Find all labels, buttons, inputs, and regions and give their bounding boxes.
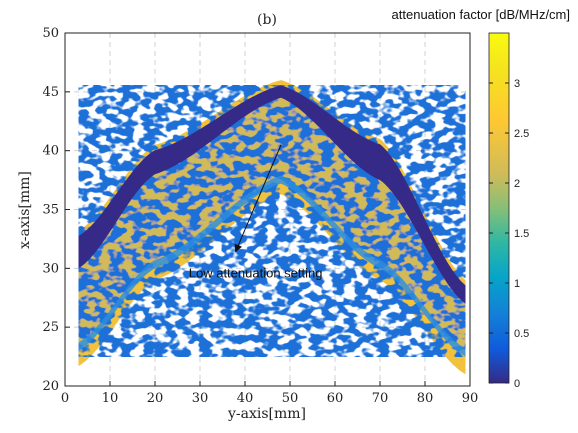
y-tick-label: 35 bbox=[42, 203, 59, 218]
colorbar-scale bbox=[488, 32, 510, 384]
colorbar-tick-label: 1.5 bbox=[514, 228, 529, 240]
colorbar-tick-label: 2 bbox=[514, 178, 520, 190]
x-tick-label: 80 bbox=[417, 391, 434, 406]
colorbar-tick-label: 3 bbox=[514, 78, 520, 90]
x-tick-label: 90 bbox=[462, 391, 479, 406]
y-tick-label: 30 bbox=[42, 261, 59, 276]
y-tick-label: 50 bbox=[42, 26, 59, 41]
annotation-text: Low attenuation setting bbox=[189, 266, 323, 281]
y-axis-title: x-axis[mm] bbox=[17, 171, 33, 249]
y-tick-label: 25 bbox=[42, 320, 59, 335]
colorbar-title: attenuation factor [dB/MHz/cm] bbox=[392, 7, 570, 22]
annotation: Low attenuation setting bbox=[189, 144, 323, 281]
x-tick-label: 60 bbox=[327, 391, 344, 406]
inner-edge-layer bbox=[78, 175, 466, 357]
x-tick-label: 0 bbox=[61, 391, 69, 406]
x-tick-label: 40 bbox=[237, 391, 254, 406]
x-tick-label: 50 bbox=[282, 391, 299, 406]
colorbar-tick-label: 0 bbox=[514, 378, 520, 390]
attenuation-map bbox=[78, 80, 466, 375]
x-tick-label: 10 bbox=[102, 391, 119, 406]
low-attenuation-band bbox=[78, 85, 466, 304]
y-tick-label: 40 bbox=[42, 144, 59, 159]
y-tick-label: 20 bbox=[42, 379, 59, 394]
panel-label: (b) bbox=[257, 12, 277, 28]
x-tick-label: 20 bbox=[147, 391, 164, 406]
colorbar: 0 0.5 1 1.5 2 2.5 3 attenuation factor [dB/MHz… bbox=[392, 7, 570, 390]
annotation-arrow bbox=[234, 144, 282, 253]
colorbar-ticks: 0 0.5 1 1.5 2 2.5 3 bbox=[489, 78, 529, 390]
colorbar-tick-label: 2.5 bbox=[514, 128, 529, 140]
x-tick-label: 70 bbox=[372, 391, 389, 406]
colorbar-tick-label: 1 bbox=[514, 278, 520, 290]
axis-ticks: 0 10 20 30 40 50 60 70 80 90 20 25 30 35 40 45 50 bbox=[42, 26, 478, 406]
y-tick-label: 45 bbox=[42, 85, 59, 100]
x-axis-title: y-axis[mm] bbox=[227, 406, 306, 422]
colorbar-tick-label: 0.5 bbox=[514, 328, 529, 340]
x-tick-label: 30 bbox=[192, 391, 209, 406]
